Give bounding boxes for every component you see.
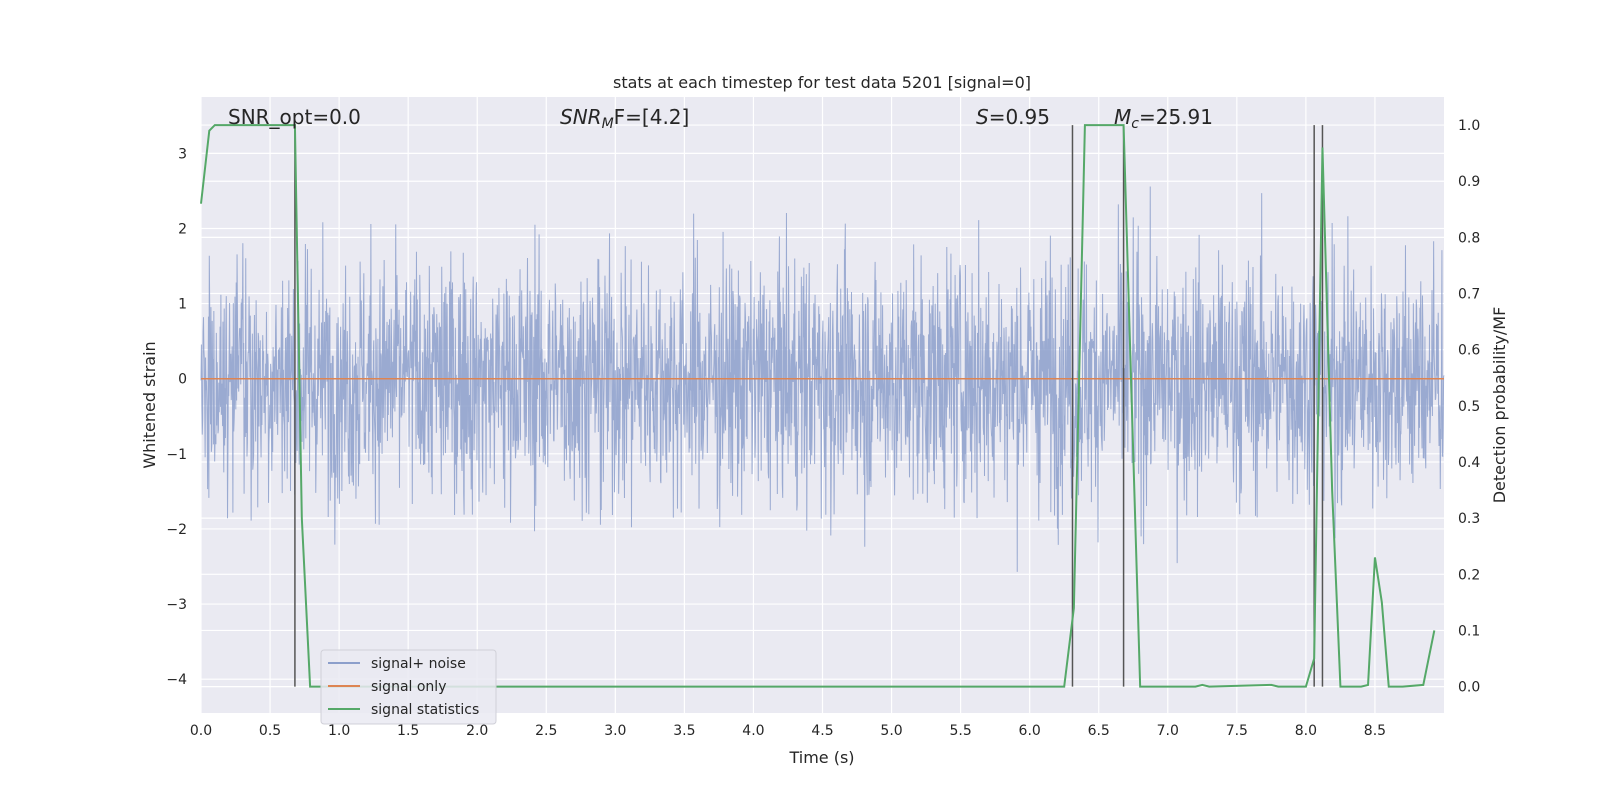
y-axis-ticks: 3 2 1 0 −1 −2 −3 −4 [166,146,187,688]
y-tick-label: 0 [178,372,187,388]
chart-title: stats at each timestep for test data 520… [613,73,1031,92]
y-tick-label: −3 [166,597,187,613]
x-tick-label: 7.5 [1226,723,1248,739]
y2-tick-label: 0.0 [1458,680,1480,696]
y-tick-label: −1 [166,447,187,463]
y-tick-label: 2 [178,221,187,237]
legend-label-signal-only: signal only [371,679,446,695]
y2-tick-label: 1.0 [1458,118,1480,134]
annotation-snr-opt: SNR_opt=0.0 [228,105,361,129]
y-tick-label: −4 [166,672,187,688]
legend-label-statistics: signal statistics [371,702,479,718]
x-axis-ticks: 0.0 0.5 1.0 1.5 2.0 2.5 3.0 3.5 4.0 4.5 5.0 5.5 6.0 6… [190,723,1386,739]
y2-tick-label: 0.5 [1458,399,1480,415]
annotation-snr-mf: SNRMF=[4.2] [560,105,689,132]
x-axis-label: Time (s) [788,748,854,767]
x-tick-label: 8.0 [1295,723,1317,739]
x-tick-label: 3.0 [604,723,626,739]
x-tick-label: 0.0 [190,723,212,739]
y2-tick-label: 0.8 [1458,230,1480,246]
y-axis-label: Whitened strain [140,341,159,468]
snr-mf-main: SNR [560,105,602,129]
x-tick-label: 4.0 [742,723,764,739]
y2-tick-label: 0.9 [1458,174,1480,190]
x-tick-label: 5.5 [949,723,971,739]
s-rest: =0.95 [989,105,1050,129]
x-tick-label: 1.0 [328,723,350,739]
y2-axis-label: Detection probability/MF [1490,307,1509,504]
x-tick-label: 5.0 [880,723,902,739]
y2-tick-label: 0.2 [1458,567,1480,583]
x-tick-label: 0.5 [259,723,281,739]
x-tick-label: 4.5 [811,723,833,739]
s-main: S [976,105,989,129]
legend: signal+ noise signal only signal statist… [321,650,496,724]
y2-axis-ticks: 1.0 0.9 0.8 0.7 0.6 0.5 0.4 0.3 0.2 0.1 0.0 [1458,118,1480,696]
x-tick-label: 2.0 [466,723,488,739]
mc-main: M [1114,105,1131,129]
y-tick-label: −2 [166,522,187,538]
x-tick-label: 7.0 [1157,723,1179,739]
x-tick-label: 3.5 [673,723,695,739]
annotation-s: S=0.95 [976,105,1050,129]
y2-tick-label: 0.4 [1458,455,1480,471]
y2-tick-label: 0.6 [1458,343,1480,359]
mc-rest: =25.91 [1139,105,1213,129]
y2-tick-label: 0.1 [1458,623,1480,639]
y2-tick-label: 0.3 [1458,511,1480,527]
snr-mf-rest: F=[4.2] [614,105,690,129]
legend-label-noise: signal+ noise [371,656,466,672]
snr-mf-sub: M [602,116,614,132]
y-tick-label: 1 [178,297,187,313]
annotation-mc: Mc=25.91 [1114,105,1213,132]
x-tick-label: 6.0 [1019,723,1041,739]
x-tick-label: 2.5 [535,723,557,739]
x-tick-label: 1.5 [397,723,419,739]
x-tick-label: 6.5 [1088,723,1110,739]
y2-tick-label: 0.7 [1458,287,1480,303]
x-tick-label: 8.5 [1364,723,1386,739]
y-tick-label: 3 [178,146,187,162]
